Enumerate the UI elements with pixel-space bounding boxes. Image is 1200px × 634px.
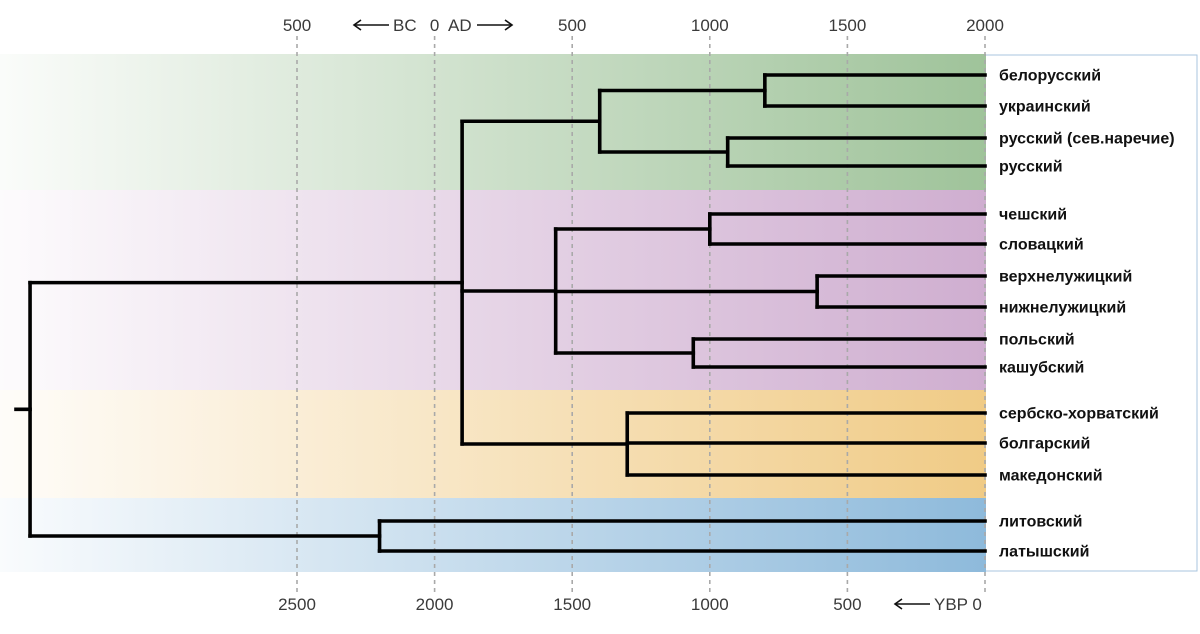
language-label: литовский <box>999 514 1082 531</box>
bottom-tick-label: 2500 <box>278 595 316 614</box>
language-label: латышский <box>999 544 1089 561</box>
bc-arrow-icon <box>352 19 389 31</box>
language-label: кашубский <box>999 360 1084 377</box>
ybp-label: YBP 0 <box>934 595 982 614</box>
top-tick-label: 500 <box>283 16 311 35</box>
leaf-labels: белорусский украинский русский (сев.наречи… <box>999 68 1175 561</box>
language-label: украинский <box>999 99 1091 116</box>
ad-arrow-icon <box>477 19 514 31</box>
language-label: нижнелужицкий <box>999 300 1126 317</box>
bottom-tick-label: 2000 <box>416 595 454 614</box>
tree-branches <box>14 73 987 553</box>
language-label: верхнелужицкий <box>999 269 1132 286</box>
language-label: русский <box>999 159 1063 176</box>
bc-label: BC <box>393 16 417 35</box>
top-tick-label: 2000 <box>966 16 1004 35</box>
ybp-arrow-icon <box>893 598 930 610</box>
language-label: чешский <box>999 207 1067 224</box>
language-label: македонский <box>999 468 1103 485</box>
bottom-tick-label: 1500 <box>553 595 591 614</box>
language-label: белорусский <box>999 68 1101 85</box>
top-tick-label: 0 <box>430 16 439 35</box>
top-axis: 500 0 500 1000 1500 2000 BC AD <box>283 16 1004 35</box>
language-label: сербско-хорватский <box>999 406 1159 423</box>
top-tick-label: 1000 <box>691 16 729 35</box>
label-frame <box>986 54 1198 572</box>
bottom-tick-label: 500 <box>833 595 861 614</box>
group-bands <box>0 54 986 572</box>
language-label: словацкий <box>999 237 1084 254</box>
ad-label: AD <box>448 16 472 35</box>
language-label: русский (сев.наречие) <box>999 131 1175 148</box>
language-label: польский <box>999 332 1075 349</box>
top-tick-label: 500 <box>558 16 586 35</box>
bottom-tick-label: 1000 <box>691 595 729 614</box>
top-tick-label: 1500 <box>828 16 866 35</box>
language-label: болгарский <box>999 436 1090 453</box>
bottom-axis: 2500 2000 1500 1000 500 YBP 0 <box>278 595 982 614</box>
